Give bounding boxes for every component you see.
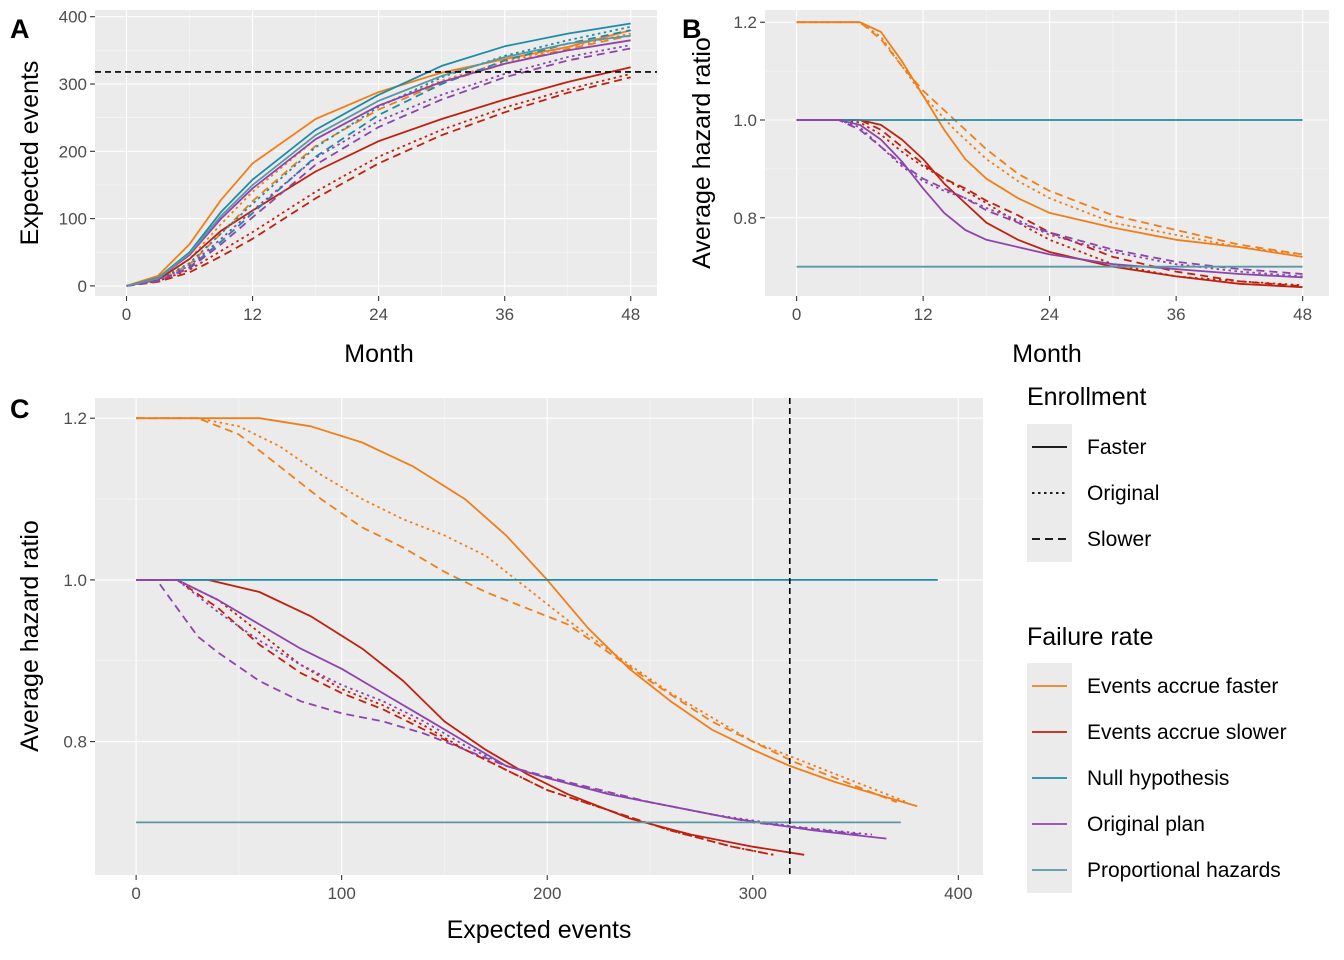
series-line-events-accrue-slower-faster: [126, 66, 631, 287]
series-layer: [95, 22, 657, 287]
panel-a: 0 12 24 36 48 0 100 200 300 400 Month Expected even…: [10, 8, 657, 368]
legend-label-original: Original: [1087, 482, 1159, 505]
x-tick-label: 100: [327, 884, 355, 903]
y-tick-label: 1.2: [63, 409, 87, 428]
legend-label-events-accrue-faster: Events accrue faster: [1087, 675, 1278, 698]
y-tick-label: 0.8: [63, 733, 87, 752]
series-layer: [136, 398, 938, 875]
legend-label-faster: Faster: [1087, 436, 1147, 459]
series-line-events-accrue-slower-slower: [136, 579, 774, 856]
series-line-events-accrue-faster-slower: [136, 417, 898, 804]
y-axis-title: Average hazard ratio: [688, 37, 716, 269]
panel-background: [95, 10, 657, 296]
series-line-events-accrue-faster-original: [136, 417, 908, 804]
legend-label-events-accrue-slower: Events accrue slower: [1087, 721, 1287, 744]
y-tick-label: 300: [59, 75, 87, 94]
y-tick-label: 0: [78, 277, 87, 296]
series-line-events-accrue-faster-original: [126, 32, 631, 287]
legend-label-null-hypothesis: Null hypothesis: [1087, 767, 1229, 790]
series-line-events-accrue-slower-original: [796, 119, 1303, 287]
legend-title-failure-rate: Failure rate: [1027, 623, 1153, 651]
x-tick-label: 48: [621, 305, 640, 324]
x-axis-title: Month: [344, 340, 413, 368]
panel-tag: A: [10, 14, 30, 44]
series-line-events-accrue-faster-original: [796, 21, 1303, 256]
x-tick-label: 300: [739, 884, 767, 903]
series-line-original-plan-original: [136, 579, 873, 836]
legend: Enrollment Faster Original Slower Failure ra…: [1027, 383, 1287, 893]
panel-background: [765, 10, 1329, 296]
y-tick-label: 1.0: [733, 111, 757, 130]
series-line-proportional-hazards-faster: [126, 34, 631, 287]
x-tick-label: 36: [495, 305, 514, 324]
series-line-original-plan-original: [126, 44, 631, 287]
y-axis-title: Average hazard ratio: [16, 520, 44, 752]
x-tick-label: 12: [243, 305, 262, 324]
x-tick-label: 48: [1293, 305, 1312, 324]
panel-b: 0 12 24 36 48 0.8 1.0 1.2 Month Average hazard ra…: [682, 10, 1329, 368]
x-tick-label: 24: [1040, 305, 1059, 324]
legend-label-original-plan: Original plan: [1087, 813, 1205, 836]
x-tick-label: 0: [131, 884, 140, 903]
series-line-original-plan-original: [796, 119, 1303, 278]
y-tick-label: 400: [59, 8, 87, 27]
series-line-events-accrue-faster-faster: [136, 417, 918, 808]
legend-label-proportional-hazards: Proportional hazards: [1087, 859, 1281, 882]
series-line-original-plan-slower: [136, 579, 862, 836]
y-tick-label: 200: [59, 142, 87, 161]
panel-tag: B: [682, 14, 702, 44]
y-tick-label: 1.0: [63, 571, 87, 590]
y-tick-label: 100: [59, 210, 87, 229]
x-axis-title: Expected events: [447, 916, 632, 944]
x-tick-label: 24: [369, 305, 388, 324]
panel-c: 0 100 200 300 400 0.8 1.0 1.2 Expected events Ave…: [10, 394, 983, 944]
x-axis-title: Month: [1012, 340, 1081, 368]
series-line-null-hypothesis-original: [126, 25, 631, 287]
panel-tag: C: [10, 394, 30, 424]
legend-label-slower: Slower: [1087, 528, 1151, 551]
y-tick-label: 1.2: [733, 13, 757, 32]
x-tick-label: 400: [944, 884, 972, 903]
series-line-events-accrue-faster-faster: [796, 21, 1303, 258]
panel-background: [95, 398, 983, 875]
x-tick-label: 0: [792, 305, 801, 324]
x-tick-label: 200: [533, 884, 561, 903]
series-line-events-accrue-slower-slower: [126, 76, 631, 287]
x-tick-label: 12: [914, 305, 933, 324]
legend-title-enrollment: Enrollment: [1027, 383, 1147, 411]
y-tick-label: 0.8: [733, 209, 757, 228]
series-layer: [796, 21, 1303, 289]
x-tick-label: 36: [1167, 305, 1186, 324]
series-line-original-plan-slower: [796, 119, 1303, 275]
series-line-events-accrue-slower-faster: [136, 579, 805, 856]
x-tick-label: 0: [122, 305, 131, 324]
y-axis-title: Expected events: [16, 61, 44, 246]
